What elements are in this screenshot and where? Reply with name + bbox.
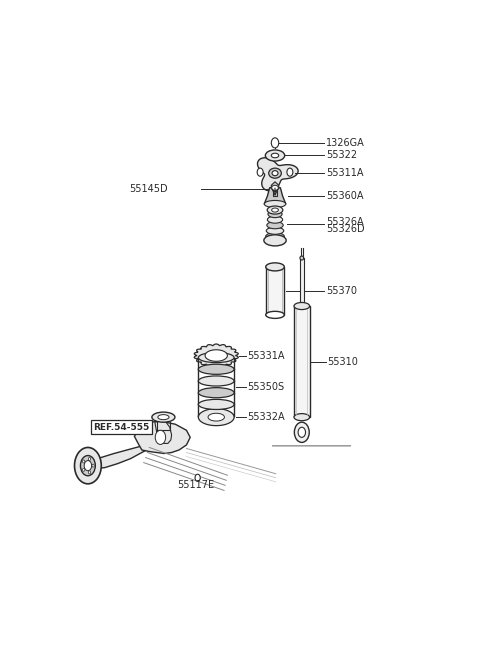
Ellipse shape — [266, 227, 284, 234]
Circle shape — [81, 455, 96, 476]
Polygon shape — [264, 187, 286, 204]
Text: 55332A: 55332A — [247, 412, 285, 422]
Text: 55310: 55310 — [327, 357, 358, 367]
Text: REF.54-555: REF.54-555 — [94, 422, 150, 432]
Text: 55145D: 55145D — [129, 184, 168, 194]
Bar — [294, 306, 310, 417]
Ellipse shape — [294, 302, 310, 310]
Text: 55331A: 55331A — [247, 350, 285, 361]
Circle shape — [84, 461, 92, 471]
Circle shape — [74, 447, 101, 484]
Ellipse shape — [267, 216, 283, 223]
Ellipse shape — [266, 233, 284, 240]
Ellipse shape — [158, 415, 169, 420]
Ellipse shape — [267, 222, 283, 229]
Ellipse shape — [198, 400, 234, 409]
Polygon shape — [257, 158, 298, 191]
Polygon shape — [198, 409, 234, 426]
Ellipse shape — [294, 414, 310, 420]
Ellipse shape — [272, 208, 278, 212]
Ellipse shape — [272, 171, 278, 176]
Ellipse shape — [269, 168, 281, 178]
Polygon shape — [205, 350, 228, 361]
Ellipse shape — [198, 352, 234, 363]
Circle shape — [257, 168, 263, 176]
Ellipse shape — [267, 206, 283, 214]
Bar — [300, 258, 304, 306]
Ellipse shape — [264, 201, 286, 207]
Polygon shape — [85, 443, 149, 468]
Text: 55326A: 55326A — [326, 216, 364, 227]
Circle shape — [195, 474, 200, 482]
Ellipse shape — [266, 263, 284, 271]
Circle shape — [88, 457, 91, 461]
Circle shape — [155, 430, 166, 444]
Text: 55322: 55322 — [326, 150, 357, 161]
Text: 55326D: 55326D — [326, 224, 365, 234]
Polygon shape — [134, 421, 190, 453]
Text: 55350S: 55350S — [247, 382, 284, 392]
Ellipse shape — [198, 376, 234, 386]
Circle shape — [287, 168, 293, 176]
Ellipse shape — [271, 154, 279, 158]
Ellipse shape — [294, 422, 309, 442]
Ellipse shape — [268, 211, 282, 218]
Polygon shape — [271, 182, 279, 192]
Text: 55117E: 55117E — [177, 480, 215, 490]
Ellipse shape — [266, 312, 284, 318]
Ellipse shape — [152, 412, 175, 422]
Ellipse shape — [198, 388, 234, 398]
Ellipse shape — [198, 411, 234, 421]
Polygon shape — [208, 413, 225, 421]
Circle shape — [83, 460, 85, 463]
Ellipse shape — [272, 185, 278, 190]
Text: 55370: 55370 — [326, 286, 357, 296]
Ellipse shape — [300, 256, 304, 260]
Text: 1326GA: 1326GA — [326, 138, 365, 148]
Text: 55311A: 55311A — [326, 168, 363, 178]
Circle shape — [92, 464, 94, 467]
Ellipse shape — [264, 235, 286, 246]
Circle shape — [88, 471, 91, 474]
Ellipse shape — [298, 427, 306, 438]
Bar — [273, 188, 277, 196]
Ellipse shape — [265, 150, 285, 161]
Circle shape — [83, 468, 85, 471]
Circle shape — [271, 138, 279, 148]
Text: 55360A: 55360A — [326, 191, 363, 201]
Polygon shape — [155, 421, 172, 443]
Ellipse shape — [198, 364, 234, 375]
Polygon shape — [194, 344, 238, 367]
Bar — [266, 267, 284, 315]
